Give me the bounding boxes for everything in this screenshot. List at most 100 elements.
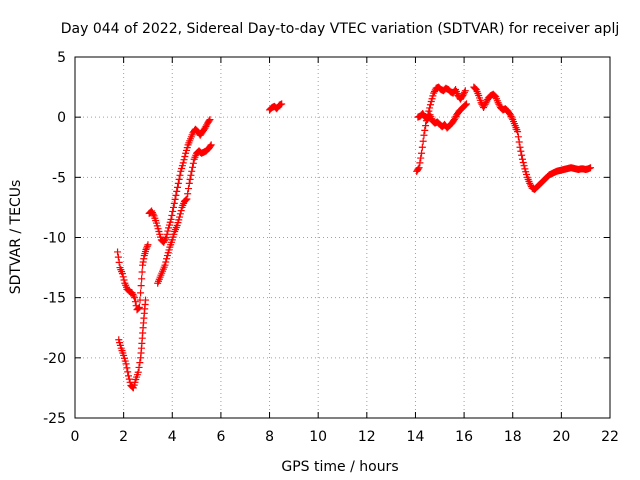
data-point: [169, 203, 177, 211]
data-point: [459, 92, 467, 100]
data-point: [421, 126, 429, 134]
data-point: [170, 199, 178, 207]
data-point: [517, 147, 525, 155]
series-track-d: [154, 141, 215, 287]
data-point: [162, 258, 170, 266]
data-point: [169, 207, 177, 215]
y-tick-label: -25: [43, 411, 66, 427]
data-point: [202, 122, 210, 130]
data-point: [134, 368, 142, 376]
data-point: [418, 149, 426, 157]
data-point: [526, 179, 534, 187]
data-point: [114, 248, 122, 256]
data-point: [160, 238, 168, 246]
data-point: [142, 296, 150, 304]
data-point: [119, 273, 127, 281]
data-point: [462, 101, 470, 109]
data-point: [135, 304, 143, 312]
data-point: [163, 230, 171, 238]
data-point: [514, 128, 522, 136]
data-point: [186, 175, 194, 183]
data-point: [128, 289, 136, 297]
series-track-b: [115, 296, 150, 392]
data-point: [114, 253, 122, 261]
data-point: [495, 100, 503, 108]
data-point: [206, 116, 214, 124]
data-point: [161, 237, 169, 245]
data-point: [172, 191, 180, 199]
y-tick-labels: 5 0 -5 -10 -15 -20 -25: [43, 50, 66, 427]
x-tick-labels: 0 2 4 6 8 10 12 14 16 18 20 22: [71, 429, 619, 445]
chart-title: Day 044 of 2022, Sidereal Day-to-day VTE…: [61, 21, 619, 37]
data-point: [483, 97, 491, 105]
data-point: [179, 159, 187, 167]
data-point: [519, 158, 527, 166]
data-point: [426, 101, 434, 109]
data-point: [205, 117, 213, 125]
data-point: [506, 111, 514, 119]
data-point: [461, 87, 469, 95]
data-point: [161, 261, 169, 269]
data-point: [135, 303, 143, 311]
data-point: [138, 268, 146, 276]
data-point: [414, 165, 422, 173]
x-tick-label: 0: [71, 429, 80, 445]
data-point: [514, 133, 522, 141]
data-point: [134, 305, 142, 313]
x-tick-label: 14: [407, 429, 425, 445]
data-point: [138, 275, 146, 283]
data-point: [124, 368, 132, 376]
data-point: [148, 207, 156, 215]
data-point: [131, 294, 139, 302]
data-point: [125, 375, 133, 383]
data-point: [480, 104, 488, 112]
data-point: [176, 171, 184, 179]
data-point: [129, 290, 137, 298]
data-point: [422, 122, 430, 130]
data-point: [518, 155, 526, 163]
data-point: [183, 195, 191, 203]
data-point: [417, 154, 425, 162]
x-tick-label: 2: [119, 429, 128, 445]
data-point: [161, 235, 169, 243]
data-point: [177, 207, 185, 215]
data-point: [187, 171, 195, 179]
data-point: [420, 131, 428, 139]
data-point: [518, 151, 526, 159]
data-point: [125, 372, 132, 380]
data-point: [481, 100, 489, 108]
data-point: [131, 298, 139, 306]
series-track-e: [266, 100, 286, 114]
series-track-c: [145, 116, 214, 246]
series-track-h: [470, 83, 595, 193]
data-point: [167, 215, 175, 223]
grid-lines: [74, 56, 611, 419]
data-point: [450, 116, 458, 124]
x-tick-label: 20: [552, 429, 570, 445]
data-point: [480, 102, 488, 110]
series-track-g: [414, 100, 471, 132]
data-point: [184, 190, 192, 198]
data-point: [416, 159, 424, 167]
data-point: [418, 143, 426, 151]
series-track-a: [114, 241, 152, 314]
y-tick-label: 0: [57, 110, 66, 126]
data-point: [207, 141, 215, 149]
data-point: [516, 143, 524, 151]
data-point: [182, 196, 190, 204]
data-point: [137, 289, 145, 297]
data-point: [149, 210, 157, 218]
data-point: [176, 213, 184, 221]
data-point: [120, 276, 128, 284]
x-axis-label: GPS time / hours: [281, 459, 398, 475]
data-point: [168, 211, 176, 219]
data-point: [118, 270, 126, 278]
data-point: [189, 163, 197, 171]
data-point: [490, 91, 498, 99]
data-point: [201, 124, 209, 132]
data-point: [163, 255, 171, 263]
data-point: [188, 167, 196, 175]
data-point: [115, 258, 123, 266]
data-point: [136, 359, 144, 367]
